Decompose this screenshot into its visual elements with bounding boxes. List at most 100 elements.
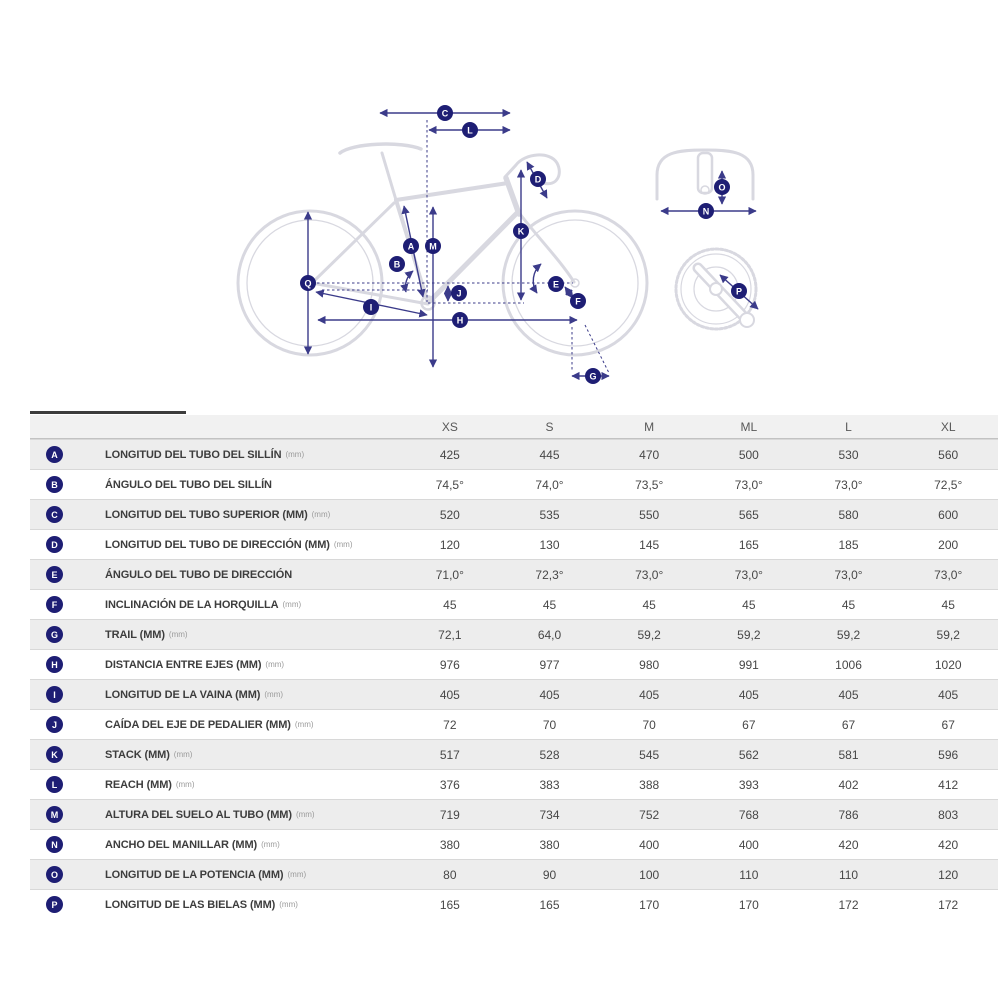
svg-text:B: B (394, 260, 401, 270)
value-cell: 1006 (835, 657, 862, 672)
row-label-cell: L REACH (MM) (mm) (30, 776, 400, 793)
value-cell: 400 (639, 837, 660, 852)
row-label: ALTURA DEL SUELO AL TUBO (MM) (105, 808, 292, 821)
table-row: K STACK (MM) (mm) 517 528 545 562 581 596 (30, 739, 998, 769)
row-label-cell: C LONGITUD DEL TUBO SUPERIOR (MM) (mm) (30, 506, 400, 523)
value-cell: 165 (738, 537, 759, 552)
row-letter-badge: N (46, 836, 63, 853)
value-cell: 405 (738, 687, 759, 702)
value-cell: 70 (542, 717, 557, 732)
row-letter-badge: K (46, 746, 63, 763)
row-unit-suffix: (mm) (265, 660, 285, 669)
diagram-badge-d: D (530, 171, 546, 187)
diagram-badge-j: J (451, 285, 467, 301)
table-row: B ÁNGULO DEL TUBO DEL SILLÍN 74,5° 74,0° 73,… (30, 469, 998, 499)
measurement-annotations (303, 108, 759, 381)
row-label: CAÍDA DEL EJE DE PEDALIER (MM) (105, 718, 291, 731)
value-cell: 412 (938, 777, 959, 792)
value-cell: 517 (439, 747, 460, 762)
value-cell: 145 (639, 537, 660, 552)
row-label-cell: I LONGITUD DE LA VAINA (MM) (mm) (30, 686, 400, 703)
size-column-header: S (545, 419, 554, 434)
value-cell: 388 (639, 777, 660, 792)
value-cell: 528 (539, 747, 560, 762)
value-cell: 67 (941, 717, 955, 732)
size-column-header: M (644, 419, 655, 434)
row-letter-badge: D (46, 536, 63, 553)
row-label: LONGITUD DE LA VAINA (MM) (105, 688, 261, 701)
value-cell: 67 (742, 717, 756, 732)
value-cell: 59,2 (836, 627, 861, 642)
row-letter-badge: C (46, 506, 63, 523)
value-cell: 59,2 (637, 627, 661, 642)
value-cell: 380 (539, 837, 560, 852)
row-unit-suffix: (mm) (295, 810, 315, 819)
value-cell: 45 (841, 597, 856, 612)
row-label-cell: J CAÍDA DEL EJE DE PEDALIER (MM) (mm) (30, 716, 400, 733)
row-letter-badge: I (46, 686, 63, 703)
value-cell: 560 (938, 447, 959, 462)
row-unit-suffix: (mm) (173, 750, 193, 759)
svg-text:J: J (456, 289, 461, 299)
diagram-badge-o: O (714, 179, 730, 195)
handlebar-front-view (655, 148, 755, 201)
construction-lines (312, 120, 610, 374)
diagram-badge-a: A (403, 238, 419, 254)
value-cell: 120 (938, 867, 959, 882)
table-row: I LONGITUD DE LA VAINA (MM) (mm) 405 405 405 4… (30, 679, 998, 709)
value-cell: 550 (639, 507, 660, 522)
row-unit-suffix: (mm) (261, 840, 280, 849)
value-cell: 768 (738, 807, 759, 822)
diagram-badge-l: L (462, 122, 478, 138)
value-cell: 72,1 (438, 627, 462, 642)
value-cell: 520 (439, 507, 460, 522)
value-cell: 59,2 (936, 627, 960, 642)
value-cell: 70 (642, 717, 656, 732)
diagram-badge-h: H (452, 312, 468, 328)
value-cell: 500 (738, 447, 759, 462)
table-row: H DISTANCIA ENTRE EJES (MM) (mm) 976 977 980 9… (30, 649, 998, 679)
value-cell: 73,0° (635, 567, 664, 582)
row-label-cell: E ÁNGULO DEL TUBO DE DIRECCIÓN (30, 566, 400, 583)
value-cell: 383 (539, 777, 560, 792)
value-cell: 402 (838, 777, 859, 792)
row-letter-badge: M (46, 806, 63, 823)
row-letter-badge: P (46, 896, 63, 913)
row-label: LONGITUD DE LA POTENCIA (MM) (105, 868, 284, 881)
value-cell: 172 (838, 897, 859, 912)
value-cell: 170 (639, 897, 660, 912)
size-column-header: XL (940, 419, 956, 434)
value-cell: 73,5° (635, 477, 664, 492)
row-label-cell: D LONGITUD DEL TUBO DE DIRECCIÓN (MM) (mm) (30, 536, 400, 553)
diagram-badge-m: M (425, 238, 441, 254)
value-cell: 977 (539, 657, 560, 672)
row-unit-suffix: (mm) (279, 900, 298, 909)
value-cell: 734 (539, 807, 560, 822)
row-label-cell: F INCLINACIÓN DE LA HORQUILLA (mm) (30, 596, 400, 613)
value-cell: 73,0° (734, 567, 763, 582)
geometry-diagram: C L D A M B Q K E F J I H G O N P (228, 88, 800, 410)
table-row: A LONGITUD DEL TUBO DEL SILLÍN (mm) 425 445 4… (30, 439, 998, 469)
svg-text:E: E (553, 280, 559, 290)
table-row: D LONGITUD DEL TUBO DE DIRECCIÓN (MM) (mm)… (30, 529, 998, 559)
table-row: M ALTURA DEL SUELO AL TUBO (MM) (mm) 719 734… (30, 799, 998, 829)
value-cell: 581 (838, 747, 859, 762)
size-column-header: L (845, 419, 852, 434)
value-cell: 67 (841, 717, 856, 732)
value-cell: 1020 (934, 657, 962, 672)
diagram-badge-i: I (363, 299, 379, 315)
arc-head-angle-e (529, 263, 542, 294)
value-cell: 73,0° (934, 567, 963, 582)
row-unit-suffix: (mm) (282, 600, 302, 609)
row-letter-badge: L (46, 776, 63, 793)
row-label-cell: G TRAIL (MM) (mm) (30, 626, 400, 643)
row-letter-badge: E (46, 566, 63, 583)
svg-text:P: P (736, 287, 742, 297)
value-cell: 130 (539, 537, 560, 552)
value-cell: 172 (938, 897, 959, 912)
value-cell: 380 (439, 837, 460, 852)
value-cell: 545 (639, 747, 660, 762)
row-label-cell: H DISTANCIA ENTRE EJES (MM) (mm) (30, 656, 400, 673)
value-cell: 445 (539, 447, 560, 462)
row-unit-suffix: (mm) (168, 630, 188, 639)
